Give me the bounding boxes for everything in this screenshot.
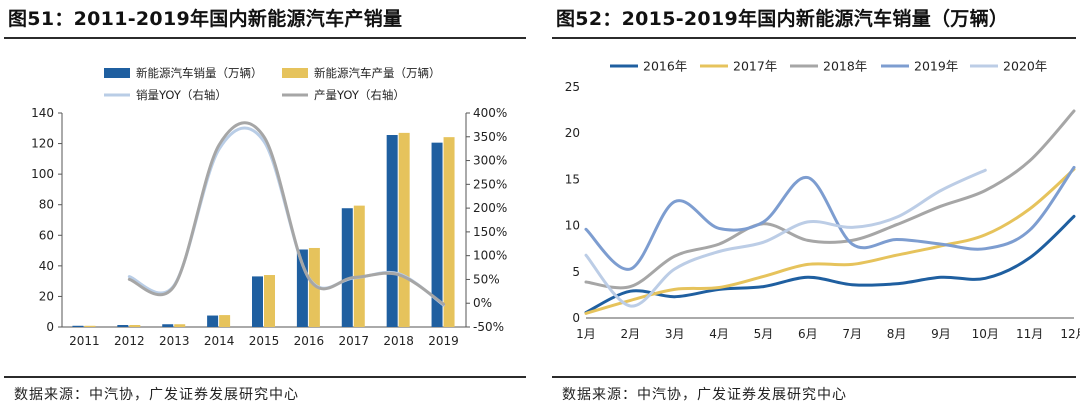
line-y2016 xyxy=(584,214,1076,314)
bar-sales xyxy=(72,325,84,327)
legend-label: 2018年 xyxy=(823,59,867,74)
right-title-rule xyxy=(552,37,1076,39)
line-y2020 xyxy=(584,168,987,308)
left-title-rule xyxy=(4,37,526,39)
left-chart-panel: 图51：2011-2019年国内新能源汽车产销量 0 20 40 60 80 100 120… xyxy=(0,0,530,414)
bar-sales xyxy=(252,276,263,327)
right-y-tick-label: 350% xyxy=(473,130,507,144)
bar-sales xyxy=(117,325,129,327)
right-y-tick-label: -50% xyxy=(473,320,504,334)
right-y-tick-label: 100% xyxy=(473,249,507,263)
x-tick-label: 2017 xyxy=(339,334,370,348)
legend-label: 2016年 xyxy=(643,59,687,74)
left-y-tick-label: 40 xyxy=(39,259,54,273)
legend-label: 2020年 xyxy=(1003,59,1047,74)
bar-sales xyxy=(341,208,353,327)
bar-production xyxy=(353,205,365,327)
left-y-tick-label: 20 xyxy=(39,289,54,303)
line-y2018 xyxy=(584,109,1076,290)
legend-label: 2017年 xyxy=(733,59,777,74)
y-tick-label: 25 xyxy=(565,80,580,94)
right-source-rule xyxy=(552,376,1076,378)
left-source-rule xyxy=(4,376,526,378)
left-y-tick-label: 140 xyxy=(31,106,54,120)
bar-sales xyxy=(386,135,398,327)
x-tick-label: 5月 xyxy=(754,327,774,341)
left-chart-title: 图51：2011-2019年国内新能源汽车产销量 xyxy=(8,8,403,30)
left-y-tick-label: 80 xyxy=(39,198,54,212)
bar-production xyxy=(129,325,141,327)
x-tick-label: 9月 xyxy=(931,327,951,341)
bar-sales xyxy=(296,249,308,327)
right-y-tick-label: 0% xyxy=(473,296,492,310)
right-y-tick-label: 300% xyxy=(473,154,507,168)
right-y-tick-label: 250% xyxy=(473,177,507,191)
x-tick-label: 8月 xyxy=(887,327,907,341)
left-source-note: 数据来源：中汽协，广发证券发展研究中心 xyxy=(14,387,299,403)
bar-production xyxy=(84,325,96,327)
bar-production xyxy=(174,324,186,327)
monthly-sales-chart: 0 5 10 15 20 25 1月 2月 3月 4月 5月 6月 7月 8月 9月 10月 11月 12月 201… xyxy=(565,59,1080,342)
x-tick-label: 3月 xyxy=(665,327,685,341)
left-y-tick-label: 100 xyxy=(31,167,54,181)
right-chart-title: 图52：2015-2019年国内新能源汽车销量（万辆） xyxy=(556,8,1009,30)
x-tick-label: 2019 xyxy=(428,334,459,348)
x-tick-label: 10月 xyxy=(972,327,999,341)
y-tick-label: 15 xyxy=(565,172,580,186)
right-source-note: 数据来源：中汽协，广发证券发展研究中心 xyxy=(562,387,847,403)
left-y-tick-label: 60 xyxy=(39,228,54,242)
x-tick-label: 2016 xyxy=(294,334,325,348)
legend-swatch xyxy=(282,68,308,78)
x-tick-label: 4月 xyxy=(709,327,729,341)
bar-production xyxy=(264,275,275,327)
line-yoy_production xyxy=(127,121,446,306)
y-tick-label: 10 xyxy=(565,219,580,233)
right-chart-panel: 图52：2015-2019年国内新能源汽车销量（万辆） 0 5 10 15 20 25 1月… xyxy=(548,0,1080,414)
x-tick-label: 2012 xyxy=(114,334,145,348)
x-tick-label: 2011 xyxy=(69,334,100,348)
left-y-tick-label: 120 xyxy=(31,137,54,151)
bar-production xyxy=(219,315,231,327)
x-tick-label: 2014 xyxy=(204,334,235,348)
left-y-tick-label: 0 xyxy=(46,320,54,334)
x-tick-label: 2月 xyxy=(621,327,641,341)
legend-label: 2019年 xyxy=(914,59,958,74)
legend-label: 销量YOY（右轴） xyxy=(136,88,227,102)
line-y2017 xyxy=(584,167,1076,315)
bar-production xyxy=(398,132,410,327)
legend-label: 产量YOY（右轴） xyxy=(314,88,405,102)
x-tick-label: 1月 xyxy=(576,327,596,341)
x-tick-label: 12月 xyxy=(1060,327,1080,341)
bar-sales xyxy=(207,315,219,327)
y-tick-label: 0 xyxy=(572,311,580,325)
right-y-tick-label: 400% xyxy=(473,106,507,120)
y-tick-label: 20 xyxy=(565,126,580,140)
right-y-tick-label: 150% xyxy=(473,225,507,239)
sales-production-chart: 0 20 40 60 80 100 120 140 -50% 0% 50% 100% 150% 200% 2… xyxy=(31,66,507,348)
bar-production xyxy=(308,247,320,327)
legend-swatch xyxy=(104,68,130,78)
bar-sales xyxy=(162,324,174,327)
legend-label: 新能源汽车产量（万辆） xyxy=(314,66,441,80)
x-tick-label: 2018 xyxy=(383,334,414,348)
line-y2019 xyxy=(584,165,1076,271)
right-y-tick-label: 200% xyxy=(473,201,507,215)
x-tick-label: 2013 xyxy=(159,334,190,348)
x-tick-label: 2015 xyxy=(249,334,280,348)
x-tick-label: 6月 xyxy=(798,327,818,341)
right-y-tick-label: 50% xyxy=(473,272,500,286)
legend-label: 新能源汽车销量（万辆） xyxy=(136,66,263,80)
y-tick-label: 5 xyxy=(572,265,580,279)
bar-production xyxy=(443,137,455,327)
x-tick-label: 11月 xyxy=(1016,327,1043,341)
bar-sales xyxy=(431,142,443,327)
x-tick-label: 7月 xyxy=(842,327,862,341)
